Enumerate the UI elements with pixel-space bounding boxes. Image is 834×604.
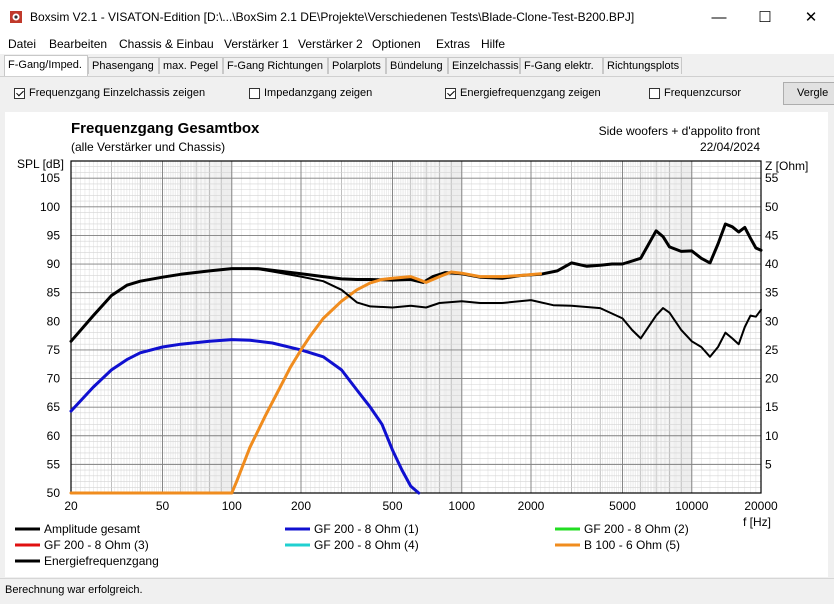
menu-extras[interactable]: Extras	[436, 37, 471, 51]
checkbox-mark[interactable]	[445, 87, 456, 99]
vergleich-button[interactable]: Vergle	[783, 82, 834, 105]
x-tick-label: 5000	[609, 499, 636, 513]
x-tick-label: 20	[64, 499, 78, 513]
tab-einzelchassis[interactable]: Einzelchassis	[448, 57, 520, 74]
chart-subtitle: (alle Verstärker und Chassis)	[71, 140, 225, 154]
y-tick-label: 75	[47, 343, 61, 357]
window-title: Boxsim V2.1 - VISATON-Edition [D:\...\Bo…	[30, 10, 635, 24]
chart-date: 22/04/2024	[700, 140, 760, 154]
series-line-6	[70, 267, 762, 358]
menu-verstaerker-1[interactable]: Verstärker 1	[224, 37, 289, 51]
x-tick-label: 100	[222, 499, 242, 513]
menu-chassis-einbau[interactable]: Chassis & Einbau	[119, 37, 214, 51]
chart-title: Frequenzgang Gesamtbox	[71, 120, 260, 137]
y2-tick-label: 10	[765, 429, 779, 443]
tab-max-pegel[interactable]: max. Pegel	[159, 57, 223, 74]
boxsim-app-icon	[10, 11, 22, 23]
checkbox-energiefrequenzgang[interactable]: Energiefrequenzgang zeigen	[445, 87, 601, 99]
x-axis-label: f [Hz]	[743, 515, 771, 529]
legend-label-6: Energiefrequenzgang	[44, 554, 159, 568]
y-tick-label: 100	[40, 200, 60, 214]
legend-label-0: Amplitude gesamt	[44, 522, 141, 536]
y-tick-label: 95	[47, 228, 61, 242]
plot-area: Frequenzgang Gesamtbox (alle Verstärker u…	[5, 112, 828, 577]
tab-phasengang[interactable]: Phasengang	[88, 57, 159, 74]
legend-label-3: GF 200 - 8 Ohm (3)	[44, 538, 149, 552]
legend-label-1: GF 200 - 8 Ohm (1)	[314, 522, 419, 536]
menu-hilfe[interactable]: Hilfe	[481, 37, 506, 51]
y2-tick-label: 20	[765, 372, 779, 386]
status-text: Berechnung war erfolgreich.	[5, 584, 143, 596]
checkbox-label: Impedanzgang zeigen	[264, 87, 373, 99]
y-tick-label: 50	[47, 486, 61, 500]
y2-tick-label: 40	[765, 257, 779, 271]
title-bar: Boxsim V2.1 - VISATON-Edition [D:\...\Bo…	[0, 0, 834, 34]
tab-buendelung[interactable]: Bündelung	[386, 57, 448, 74]
legend-label-4: GF 200 - 8 Ohm (4)	[314, 538, 419, 552]
legend-label-5: B 100 - 6 Ohm (5)	[584, 538, 680, 552]
checkbox-label: Frequenzgang Einzelchassis zeigen	[29, 87, 206, 99]
checkbox-label: Energiefrequenzgang zeigen	[460, 87, 601, 99]
menu-bar: Datei Bearbeiten Chassis & Einbau Verstä…	[0, 34, 834, 54]
y2-tick-label: 15	[765, 400, 779, 414]
series-line-5	[69, 270, 542, 495]
series-line-1	[69, 338, 421, 495]
plot-frame	[70, 160, 762, 494]
chart-annotation: Side woofers + d'appolito front	[599, 124, 761, 138]
y2-tick-label: 30	[765, 314, 779, 328]
y2-tick-label: 50	[765, 200, 779, 214]
x-tick-label: 50	[156, 499, 170, 513]
y-tick-label: 105	[40, 171, 60, 185]
x-tick-label: 200	[291, 499, 311, 513]
menu-datei[interactable]: Datei	[8, 37, 37, 51]
menu-optionen[interactable]: Optionen	[372, 37, 421, 51]
maximize-button[interactable]: ☐	[758, 9, 772, 26]
checkbox-mark[interactable]	[649, 87, 660, 99]
tab-richtungsplots[interactable]: Richtungsplots	[603, 57, 682, 74]
y-tick-label: 55	[47, 457, 61, 471]
y2-tick-label: 25	[765, 343, 779, 357]
checkbox-label: Frequenzcursor	[664, 87, 742, 99]
frequency-response-chart: Frequenzgang Gesamtbox (alle Verstärker u…	[15, 120, 808, 568]
checkbox-impedanzgang[interactable]: Impedanzgang zeigen	[249, 87, 372, 99]
menu-bearbeiten[interactable]: Bearbeiten	[49, 37, 108, 51]
y2-tick-label: 5	[765, 457, 772, 471]
close-button[interactable]: ✕	[804, 9, 818, 26]
y2-axis-label: Z [Ohm]	[765, 159, 808, 173]
menu-verstaerker-2[interactable]: Verstärker 2	[298, 37, 363, 51]
options-bar: Frequenzgang Einzelchassis zeigen Impeda…	[0, 77, 834, 111]
status-bar: Berechnung war erfolgreich.	[0, 578, 834, 604]
y-tick-label: 65	[47, 400, 61, 414]
y2-tick-label: 55	[765, 171, 779, 185]
tab-polarplots[interactable]: Polarplots	[328, 57, 386, 74]
y2-tick-label: 45	[765, 228, 779, 242]
minimize-button[interactable]: —	[711, 8, 727, 26]
y-axis-label: SPL [dB]	[17, 157, 64, 171]
checkbox-mark[interactable]	[249, 87, 260, 99]
tab-f-gang-imped[interactable]: F-Gang/Imped.	[4, 55, 88, 76]
x-tick-label: 1000	[448, 499, 475, 513]
tab-f-gang-richtungen[interactable]: F-Gang Richtungen	[223, 57, 328, 74]
tab-f-gang-elektr[interactable]: F-Gang elektr.	[520, 57, 603, 74]
checkbox-frequenzgang-einzelchassis[interactable]: Frequenzgang Einzelchassis zeigen	[14, 87, 205, 99]
tab-strip: F-Gang/Imped. Phasengang max. Pegel F-Ga…	[0, 54, 834, 77]
y-tick-label: 85	[47, 286, 61, 300]
checkbox-mark[interactable]	[14, 87, 25, 99]
x-tick-label: 10000	[675, 499, 709, 513]
x-tick-label: 20000	[744, 499, 778, 513]
y-tick-label: 90	[47, 257, 61, 271]
legend-label-2: GF 200 - 8 Ohm (2)	[584, 522, 689, 536]
x-tick-label: 2000	[518, 499, 545, 513]
y-tick-label: 80	[47, 314, 61, 328]
y2-tick-label: 35	[765, 286, 779, 300]
x-tick-label: 500	[383, 499, 403, 513]
checkbox-frequenzcursor[interactable]: Frequenzcursor	[649, 87, 741, 99]
y-tick-label: 60	[47, 429, 61, 443]
y-tick-label: 70	[47, 372, 61, 386]
